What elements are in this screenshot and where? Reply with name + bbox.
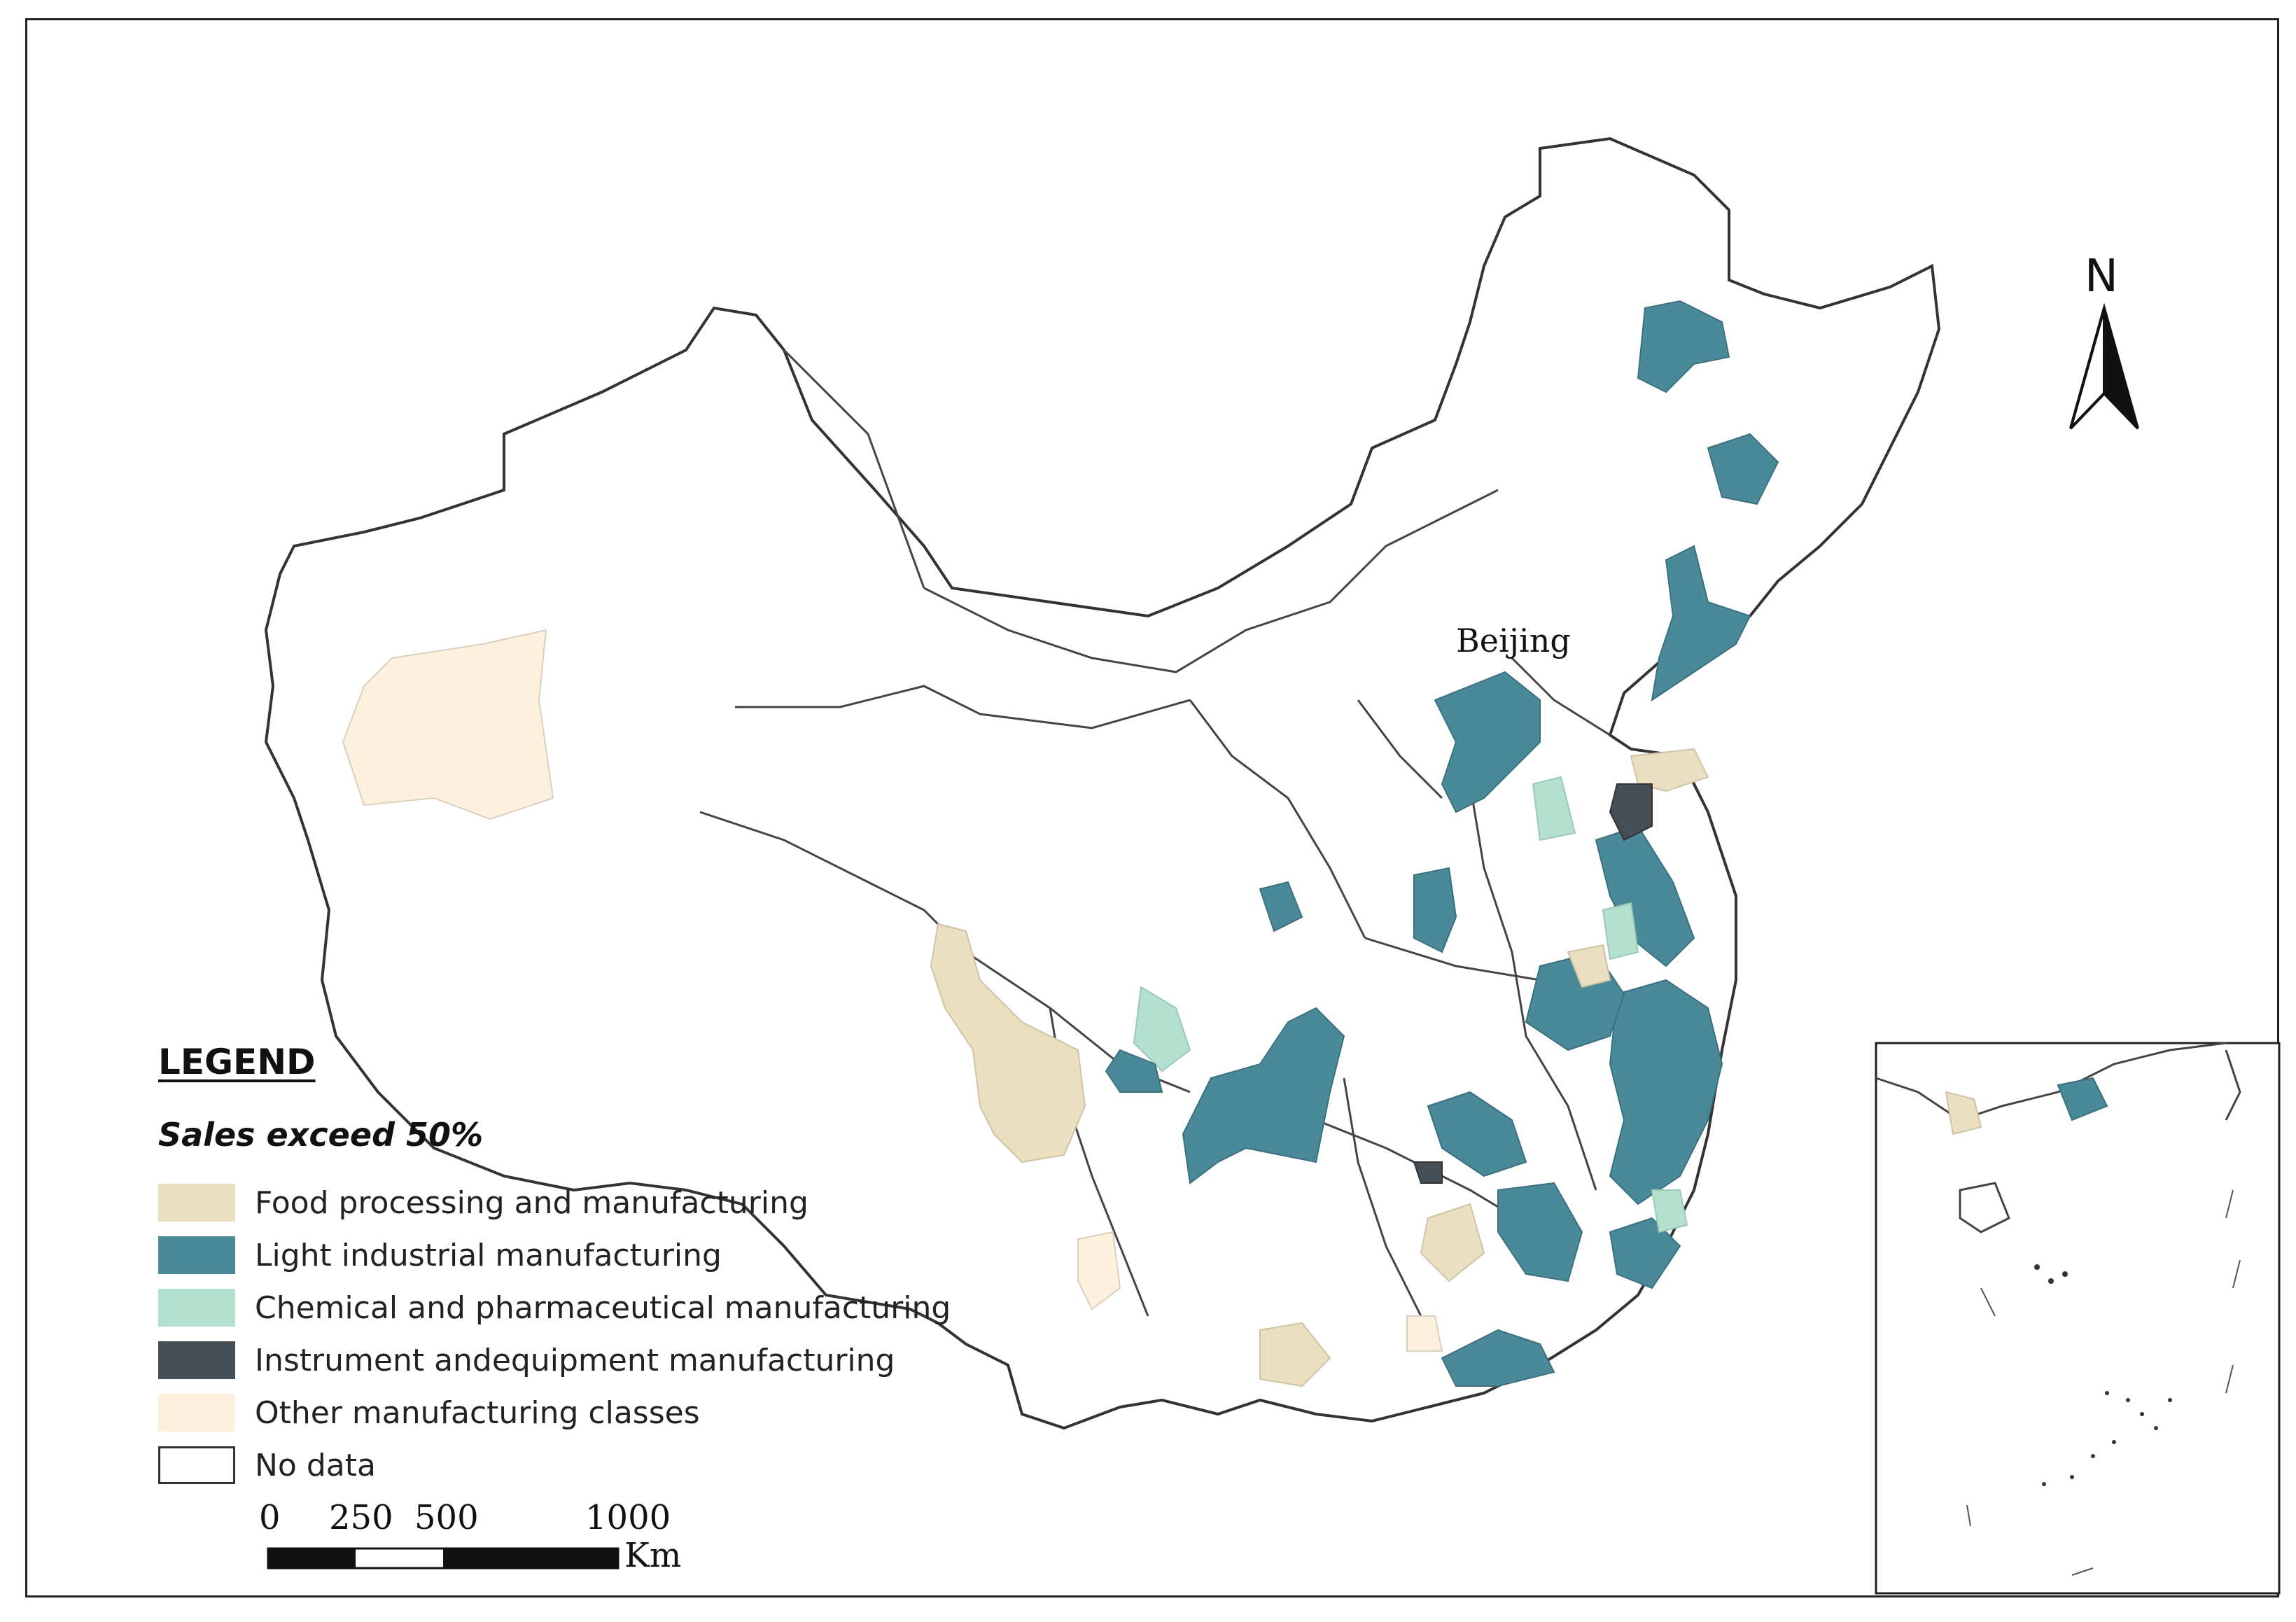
scale-bar <box>267 1547 620 1569</box>
region-food-west <box>930 923 1086 1163</box>
inset-map-frame <box>1875 1042 2281 1595</box>
legend-label-nodata: No data <box>255 1447 376 1483</box>
legend-item-other: Other manufacturing classes <box>158 1393 700 1432</box>
region-light-jiangsu <box>1595 825 1695 967</box>
legend-label-chemical: Chemical and pharmaceutical manufacturin… <box>255 1289 951 1326</box>
scale-tick-250: 250 <box>329 1498 393 1537</box>
region-light-coast <box>1609 979 1723 1205</box>
region-other-kunming <box>1077 1231 1121 1310</box>
legend-item-instrument: Instrument andequipment manufacturing <box>158 1341 895 1380</box>
region-light-jiangxi <box>1497 1182 1583 1282</box>
legend-label-food: Food processing and manufacturing <box>255 1184 808 1221</box>
region-light-central <box>1427 1091 1527 1177</box>
region-light-hebei <box>1434 671 1541 813</box>
city-label-beijing: Beijing <box>1456 622 1571 659</box>
scale-tick-1000: 1000 <box>585 1498 671 1537</box>
region-food-hunan <box>1420 1203 1485 1282</box>
region-light-guangdong <box>1441 1329 1555 1387</box>
region-light-chongqing <box>1182 1007 1345 1184</box>
region-chem-shandong <box>1532 776 1576 841</box>
legend-swatch-light <box>158 1236 235 1274</box>
scale-tick-0: 0 <box>259 1498 281 1537</box>
legend-subtitle: Sales exceed 50% <box>158 1116 484 1154</box>
legend-title: LEGEND <box>158 1042 316 1082</box>
region-chem-fujian <box>1651 1189 1688 1233</box>
region-other-xinjiang <box>342 629 554 820</box>
region-light-fujian <box>1609 1217 1681 1289</box>
region-light-liaoning <box>1651 545 1751 702</box>
legend-item-nodata: No data <box>158 1446 376 1485</box>
scale-tick-500: 500 <box>414 1498 479 1537</box>
legend-item-light: Light industrial manufacturing <box>158 1236 722 1275</box>
scale-unit: Km <box>624 1536 682 1575</box>
legend-swatch-instrument <box>158 1341 235 1379</box>
region-light-heilongjiang <box>1637 300 1730 393</box>
region-inst-hunan <box>1413 1161 1443 1184</box>
north-arrow-icon <box>2069 302 2139 430</box>
legend-swatch-chemical <box>158 1289 235 1327</box>
legend-swatch-nodata <box>158 1446 235 1484</box>
region-chem-west <box>1133 986 1191 1072</box>
region-inst-shandong <box>1609 783 1653 841</box>
region-light-chengdu <box>1105 1049 1163 1093</box>
region-light-jilin <box>1707 433 1779 505</box>
legend-swatch-food <box>158 1184 235 1222</box>
north-label: N <box>2085 251 2118 302</box>
region-chem-jiangsu <box>1602 902 1639 960</box>
legend-label-other: Other manufacturing classes <box>255 1394 700 1431</box>
legend-label-light: Light industrial manufacturing <box>255 1237 722 1273</box>
legend-label-instrument: Instrument andequipment manufacturing <box>255 1342 895 1378</box>
region-other-guangdong <box>1406 1315 1443 1352</box>
region-food-shandong <box>1630 748 1709 792</box>
region-layer <box>342 300 1779 1387</box>
legend-item-food: Food processing and manufacturing <box>158 1183 808 1222</box>
region-light-henan <box>1413 867 1457 953</box>
legend-swatch-other <box>158 1394 235 1432</box>
legend-item-chemical: Chemical and pharmaceutical manufacturin… <box>158 1288 951 1327</box>
inset-map-content <box>1875 1042 2241 1576</box>
region-light-xian <box>1259 881 1303 932</box>
region-food-guangxi <box>1259 1322 1331 1387</box>
region-food-anhui <box>1567 944 1611 988</box>
